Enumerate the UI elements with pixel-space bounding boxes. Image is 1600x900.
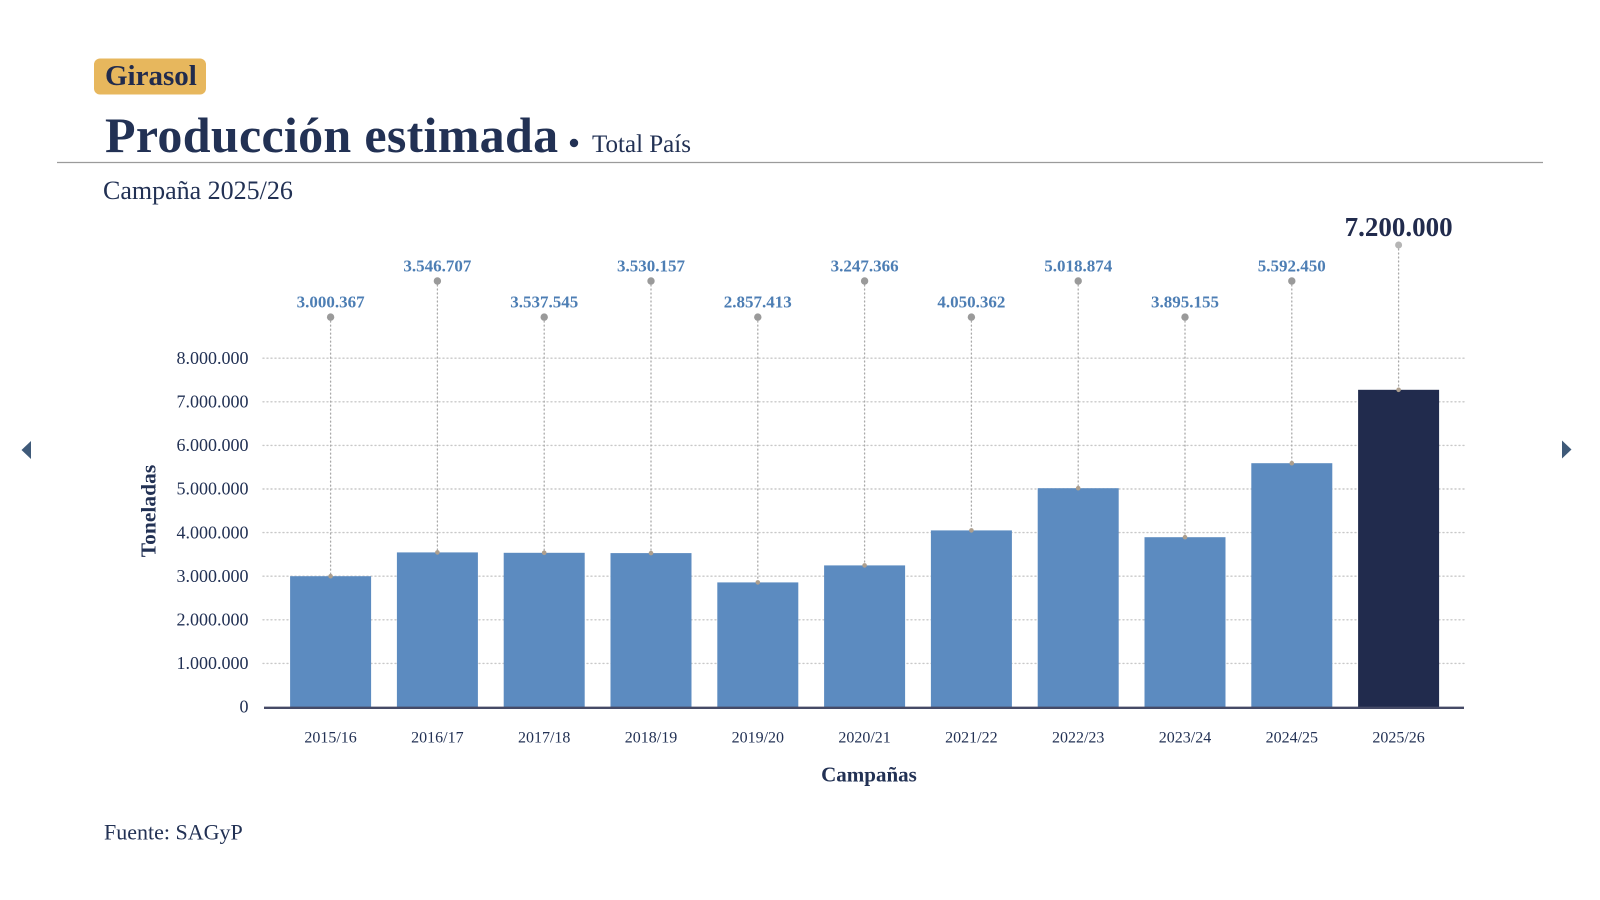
svg-text:Girasol: Girasol (105, 60, 197, 92)
svg-text:Campaña 2025/26: Campaña 2025/26 (103, 176, 293, 205)
svg-text:3.895.155: 3.895.155 (1151, 293, 1219, 312)
svg-text:5.018.874: 5.018.874 (1044, 257, 1113, 276)
svg-text:2024/25: 2024/25 (1266, 730, 1318, 747)
svg-text:Producción estimada: Producción estimada (105, 107, 558, 163)
svg-text:2025/26: 2025/26 (1372, 730, 1424, 747)
svg-text:4.000.000: 4.000.000 (177, 522, 249, 542)
svg-text:0: 0 (240, 697, 249, 717)
svg-text:3.530.157: 3.530.157 (617, 257, 686, 276)
svg-text:3.247.366: 3.247.366 (831, 257, 899, 276)
svg-text:3.546.707: 3.546.707 (403, 257, 472, 276)
svg-text:3.000.367: 3.000.367 (297, 293, 366, 312)
svg-text:2021/22: 2021/22 (945, 730, 997, 747)
svg-text:2015/16: 2015/16 (304, 730, 356, 747)
svg-text:2019/20: 2019/20 (732, 730, 784, 747)
svg-text:Toneladas: Toneladas (137, 465, 161, 557)
svg-text:3.537.545: 3.537.545 (510, 293, 578, 312)
svg-text:Total País: Total País (592, 131, 691, 158)
svg-text:5.592.450: 5.592.450 (1258, 257, 1326, 276)
svg-text:2022/23: 2022/23 (1052, 730, 1104, 747)
svg-text:6.000.000: 6.000.000 (177, 435, 249, 455)
svg-text:7.000.000: 7.000.000 (177, 392, 249, 412)
svg-text:2023/24: 2023/24 (1159, 730, 1211, 747)
svg-text:8.000.000: 8.000.000 (177, 348, 249, 368)
svg-text:7.200.000: 7.200.000 (1345, 212, 1453, 242)
svg-text:2.857.413: 2.857.413 (724, 293, 792, 312)
svg-text:5.000.000: 5.000.000 (177, 479, 249, 499)
svg-text:2018/19: 2018/19 (625, 730, 677, 747)
svg-text:Campañas: Campañas (821, 763, 917, 787)
svg-text:Fuente: SAGyP: Fuente: SAGyP (104, 820, 243, 845)
svg-text:4.050.362: 4.050.362 (937, 293, 1005, 312)
svg-text:2.000.000: 2.000.000 (177, 610, 249, 630)
svg-text:2017/18: 2017/18 (518, 730, 570, 747)
svg-text:1.000.000: 1.000.000 (177, 653, 249, 673)
svg-text:2020/21: 2020/21 (838, 730, 890, 747)
svg-text:3.000.000: 3.000.000 (177, 566, 249, 586)
svg-text:2016/17: 2016/17 (411, 730, 463, 747)
